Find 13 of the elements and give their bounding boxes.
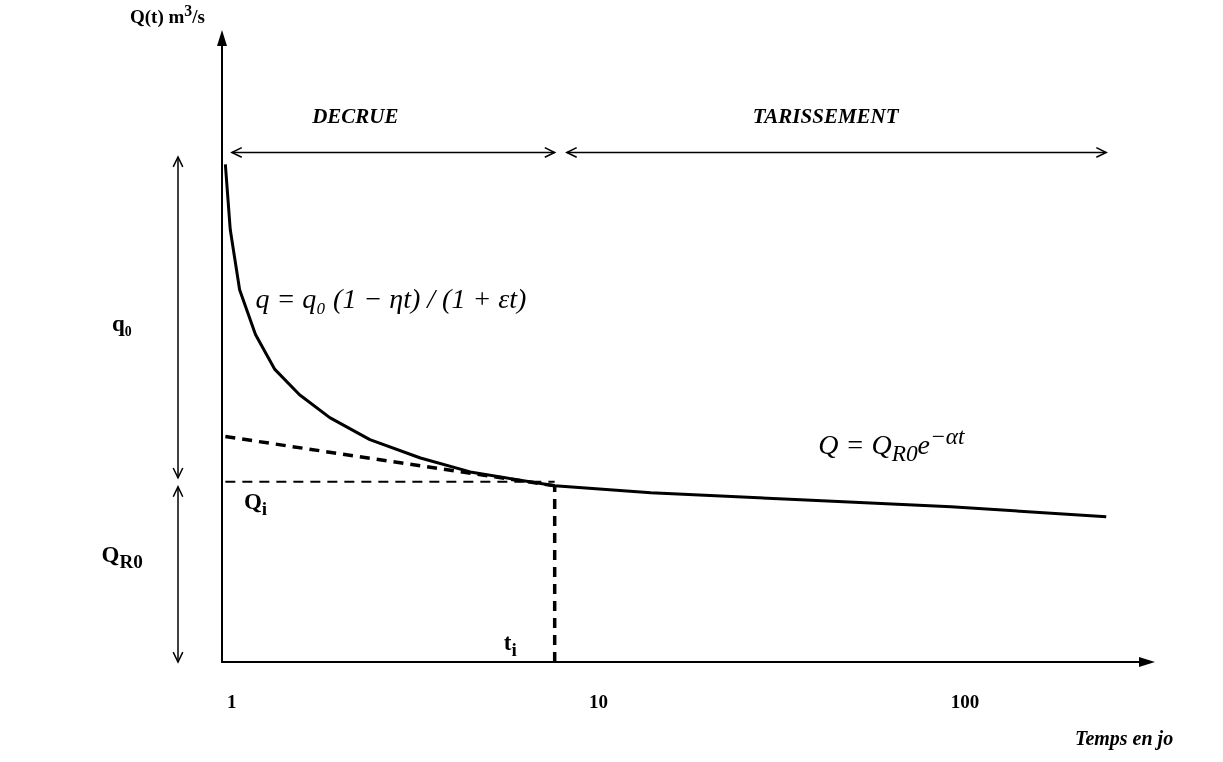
annotation: Q$_{i}$ bbox=[243, 489, 268, 520]
text: DECRUE bbox=[312, 103, 399, 129]
x-axis-title: Temps en jo bbox=[1075, 726, 1174, 750]
text: TARISSEMENT bbox=[752, 103, 899, 129]
annotation: Q = Q$_{R0}$e$^{−αt}$ bbox=[818, 422, 965, 467]
text: q₀ bbox=[112, 310, 132, 337]
text: Q$_{R0}$ bbox=[101, 542, 143, 573]
x-tick-label: 1 bbox=[227, 691, 237, 712]
annotation: t$_{i}$ bbox=[503, 629, 517, 661]
text: Q(t) m$^{3}$/s bbox=[130, 2, 205, 29]
annotation: q = q₀ (1 − ηt) / (1 + εt) bbox=[255, 282, 527, 315]
x-tick-label: 10 bbox=[588, 691, 608, 712]
x-tick-label: 100 bbox=[950, 691, 980, 712]
